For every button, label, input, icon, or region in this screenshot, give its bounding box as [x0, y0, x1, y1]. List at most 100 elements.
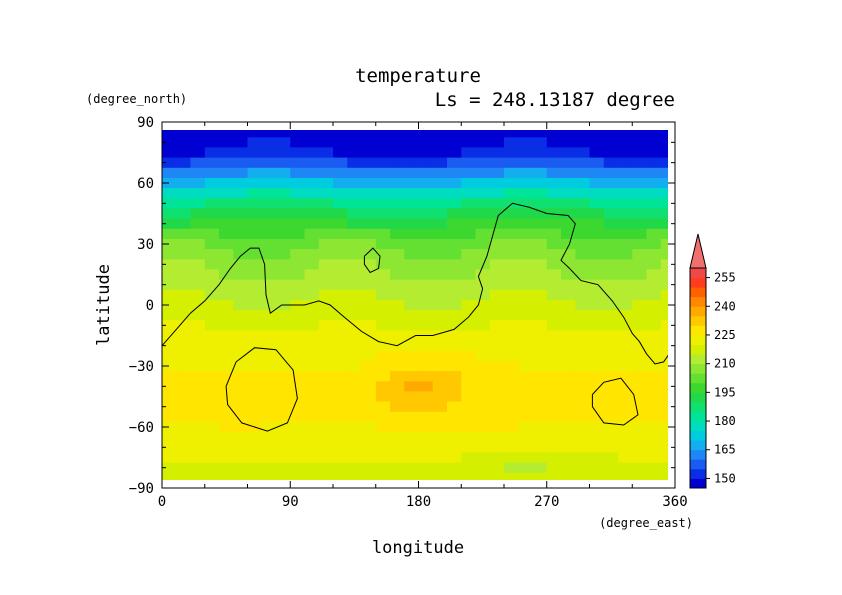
field-cell: [532, 130, 548, 138]
field-cell: [418, 411, 434, 423]
field-cell: [575, 289, 591, 301]
field-cell: [233, 259, 249, 271]
field-cell: [318, 157, 334, 169]
field-cell: [204, 360, 220, 372]
coastline-contours: [162, 202, 668, 432]
field-cell: [475, 330, 491, 342]
field-cell: [290, 472, 306, 480]
field-cell: [461, 411, 477, 423]
field-cell: [561, 249, 576, 260]
field-cell: [190, 401, 206, 413]
field-cell: [375, 320, 391, 332]
field-cell: [318, 167, 334, 179]
field-cell: [347, 147, 363, 159]
field-cell: [489, 238, 505, 250]
field-cell: [561, 310, 576, 321]
field-cell: [575, 330, 591, 342]
field-cell: [461, 269, 477, 281]
field-cell: [461, 299, 477, 311]
field-cell: [204, 208, 220, 220]
field-cell: [247, 238, 263, 250]
field-cell: [603, 279, 619, 291]
field-cell: [432, 269, 448, 281]
field-cell: [475, 279, 491, 291]
field-cell: [504, 310, 519, 321]
field-cell: [176, 177, 192, 189]
field-cell: [632, 299, 648, 311]
field-cell: [603, 340, 619, 352]
field-cell: [233, 452, 249, 464]
field-cell: [290, 381, 306, 393]
field-cell: [618, 238, 633, 250]
field-cell: [347, 401, 363, 413]
field-cell: [518, 340, 534, 352]
field-cell: [276, 462, 291, 474]
field-cell: [290, 310, 306, 321]
field-cell: [447, 157, 462, 169]
field-cell: [546, 177, 562, 189]
field-cell: [162, 411, 177, 423]
field-cell: [461, 462, 477, 474]
field-cell: [333, 269, 348, 281]
field-cell: [347, 432, 363, 443]
field-cell: [290, 218, 306, 230]
field-cell: [646, 320, 662, 332]
field-cell: [603, 177, 619, 189]
field-cell: [432, 249, 448, 260]
field-cell: [162, 289, 177, 301]
field-cell: [561, 462, 576, 474]
field-cell: [632, 137, 648, 149]
field-cell: [204, 147, 220, 159]
field-cell: [347, 299, 363, 311]
field-cell: [375, 188, 391, 199]
field-cell: [347, 340, 363, 352]
field-cell: [219, 310, 234, 321]
field-cell: [318, 411, 334, 423]
field-cell: [504, 279, 519, 291]
x-axis-ticks: 0 90 180 270 360: [158, 122, 688, 510]
field-cell: [176, 360, 192, 372]
field-cell: [361, 371, 377, 382]
field-cell: [204, 442, 220, 454]
field-cell: [447, 330, 462, 342]
field-cell: [347, 350, 363, 362]
field-cell: [276, 289, 291, 301]
field-cell: [204, 137, 220, 149]
field-cell: [347, 442, 363, 454]
field-cell: [375, 157, 391, 169]
field-cell: [518, 289, 534, 301]
field-cell: [489, 310, 505, 321]
colorbar-swatch: [690, 268, 706, 278]
field-cell: [461, 188, 477, 199]
field-cell: [432, 381, 448, 393]
field-cell: [660, 421, 668, 433]
field-cell: [361, 218, 377, 230]
field-cell: [532, 218, 548, 230]
field-cell: [204, 371, 220, 382]
field-cell: [190, 381, 206, 393]
field-cell: [632, 350, 648, 362]
field-cell: [290, 462, 306, 474]
field-cell: [318, 462, 334, 474]
field-cell: [489, 228, 505, 240]
field-cell: [276, 157, 291, 169]
y-tick-label: −60: [129, 420, 154, 436]
field-cell: [204, 177, 220, 189]
field-cell: [618, 310, 633, 321]
field-cell: [618, 177, 633, 189]
field-cell: [518, 472, 534, 480]
field-cell: [333, 137, 348, 149]
field-cell: [276, 238, 291, 250]
field-cell: [475, 218, 491, 230]
field-cell: [603, 350, 619, 362]
field-cell: [546, 340, 562, 352]
field-cell: [190, 188, 206, 199]
field-cell: [347, 167, 363, 179]
field-cell: [461, 238, 477, 250]
field-cell: [532, 452, 548, 464]
field-cell: [432, 310, 448, 321]
field-cell: [475, 137, 491, 149]
field-cell: [589, 401, 605, 413]
field-cell: [589, 310, 605, 321]
